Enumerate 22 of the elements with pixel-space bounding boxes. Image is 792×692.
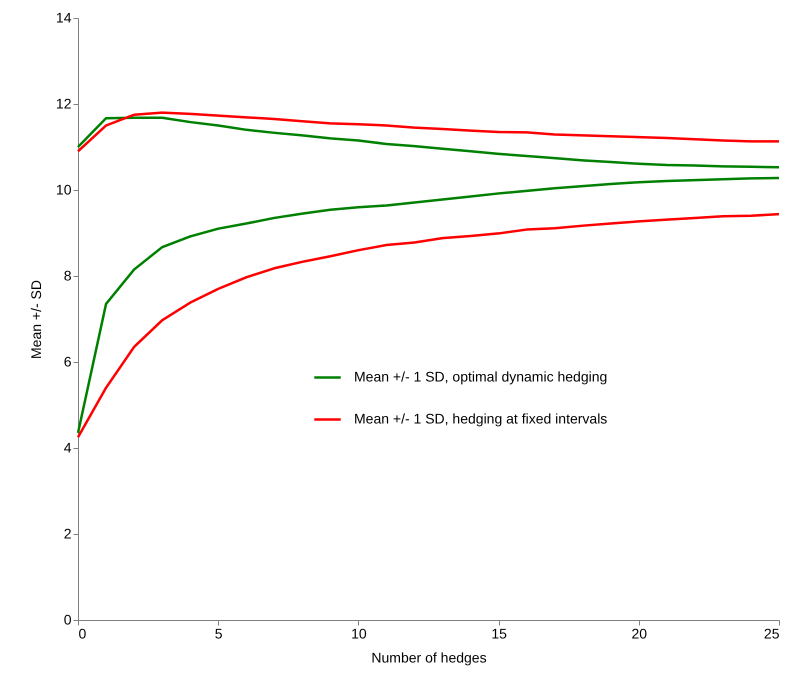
y-axis-title: Mean +/- SD <box>28 280 44 359</box>
x-tick-label: 5 <box>214 626 223 642</box>
x-tick-label: 0 <box>78 626 86 642</box>
y-tick-label: 10 <box>56 182 72 198</box>
y-tick-label: 12 <box>56 96 72 112</box>
y-tick-label: 6 <box>64 354 72 370</box>
y-tick-label: 8 <box>64 268 72 284</box>
line-series <box>76 111 780 153</box>
y-tick-label: 14 <box>56 10 72 26</box>
x-tick-label: 15 <box>491 626 508 642</box>
x-axis-title: Number of hedges <box>371 650 487 666</box>
y-tick-label: 0 <box>64 612 72 628</box>
line-series <box>76 116 780 168</box>
x-tick-label: 20 <box>632 626 648 642</box>
x-tick-label: 25 <box>764 626 780 642</box>
legend-label: Mean +/- 1 SD, optimal dynamic hedging <box>354 368 608 384</box>
line-series <box>76 212 780 438</box>
y-tick-label: 4 <box>64 440 72 456</box>
legend-label: Mean +/- 1 SD, hedging at fixed intervals <box>354 410 608 426</box>
line-series <box>76 176 780 434</box>
x-tick-label: 10 <box>351 626 367 642</box>
y-tick-label: 2 <box>64 526 72 542</box>
